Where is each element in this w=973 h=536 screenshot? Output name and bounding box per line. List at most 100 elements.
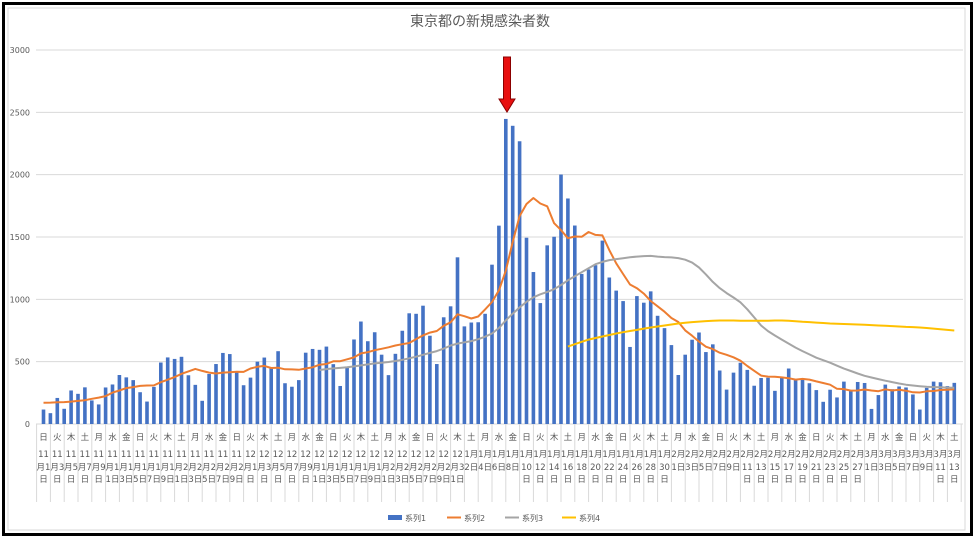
bar — [490, 264, 494, 424]
bar — [435, 364, 439, 424]
x-weekday-label: 金 — [315, 432, 324, 443]
x-weekday-label: 金 — [219, 432, 228, 443]
bar — [662, 328, 667, 424]
x-weekday-label: 土 — [370, 432, 379, 443]
bar — [414, 313, 418, 424]
bar — [911, 394, 915, 424]
bar — [690, 339, 694, 424]
bar — [428, 335, 432, 424]
bar — [842, 381, 846, 424]
bar — [510, 125, 515, 424]
bar — [138, 392, 142, 424]
bar — [241, 385, 246, 424]
x-weekday-label: 土 — [564, 432, 573, 443]
bar — [711, 344, 715, 424]
bar — [683, 354, 687, 424]
x-weekday-label: 火 — [633, 433, 642, 443]
x-weekday-label: 火 — [439, 433, 448, 443]
bar — [855, 381, 860, 424]
series-line-4 — [567, 319, 955, 348]
bar — [48, 413, 53, 424]
legend-label: 系列1 — [405, 513, 426, 523]
bar — [780, 376, 784, 424]
bar — [945, 386, 950, 424]
y-tick-label: 2000 — [10, 171, 30, 180]
bar — [290, 386, 294, 424]
bar — [441, 317, 446, 424]
x-weekday-label: 土 — [660, 432, 669, 443]
bar — [110, 384, 115, 424]
x-weekday-label: 日 — [522, 433, 531, 443]
bar — [883, 384, 888, 424]
x-weekday-label: 金 — [702, 432, 711, 443]
bar — [407, 313, 411, 424]
x-weekday-label: 金 — [508, 432, 517, 443]
x-weekday-label: 月 — [481, 433, 490, 443]
bar — [669, 345, 674, 424]
x-weekday-label: 木 — [163, 432, 172, 443]
x-weekday-label: 日 — [619, 433, 628, 443]
bar — [393, 353, 398, 424]
bar — [697, 332, 701, 424]
legend-label: 系列3 — [522, 513, 543, 523]
chart-area-border — [7, 7, 966, 531]
x-weekday-label: 日 — [329, 433, 338, 443]
bar — [476, 322, 480, 424]
bar — [117, 375, 122, 424]
bar — [828, 389, 832, 424]
x-weekday-label: 木 — [550, 432, 559, 443]
x-weekday-label: 火 — [729, 433, 738, 443]
bar — [207, 374, 211, 424]
legend-label: 系列4 — [579, 513, 600, 523]
bar — [738, 362, 743, 424]
bar — [552, 236, 556, 424]
x-weekday-label: 月 — [674, 433, 683, 443]
chart-title: 東京都の新規感染者数 — [410, 13, 550, 30]
x-weekday-label: 月 — [94, 433, 103, 443]
bar — [924, 387, 929, 424]
bar — [724, 389, 729, 424]
x-weekday-label: 月 — [577, 433, 586, 443]
bar — [545, 245, 549, 424]
x-weekday-label: 月 — [384, 433, 393, 443]
x-weekday-label: 金 — [798, 432, 807, 443]
x-weekday-label: 金 — [605, 432, 614, 443]
x-weekday-label: 水 — [205, 432, 214, 443]
y-tick-label: 500 — [15, 358, 30, 367]
bar — [331, 364, 336, 424]
bar — [938, 382, 943, 424]
x-weekday-label: 土 — [467, 432, 476, 443]
bar — [918, 409, 922, 424]
bar — [193, 384, 198, 424]
bar — [124, 377, 129, 424]
x-weekday-label: 土 — [274, 432, 283, 443]
bar — [731, 372, 736, 424]
bar — [621, 301, 625, 424]
bar — [469, 322, 474, 424]
bar — [559, 174, 563, 424]
bar — [517, 141, 522, 425]
bar — [897, 386, 901, 424]
x-weekday-label: 土 — [853, 432, 862, 443]
x-weekday-label: 火 — [343, 433, 352, 443]
x-weekday-label: 木 — [743, 432, 752, 443]
series-line-2 — [43, 197, 955, 404]
series-line-3 — [319, 254, 955, 389]
bar — [234, 371, 239, 424]
bar — [214, 364, 218, 424]
bar — [76, 393, 80, 424]
bar — [614, 290, 618, 424]
x-weekday-label: 金 — [895, 432, 904, 443]
bar — [821, 401, 825, 424]
x-weekday-label: 日 — [232, 433, 241, 443]
bar — [579, 273, 584, 424]
y-tick-label: 1500 — [10, 233, 30, 242]
bar — [593, 265, 598, 424]
bar — [759, 377, 763, 424]
y-tick-label: 3000 — [10, 46, 30, 55]
x-weekday-label: 日 — [812, 433, 821, 443]
x-weekday-label: 月 — [771, 433, 780, 443]
bar — [462, 326, 467, 424]
bar — [766, 377, 770, 424]
